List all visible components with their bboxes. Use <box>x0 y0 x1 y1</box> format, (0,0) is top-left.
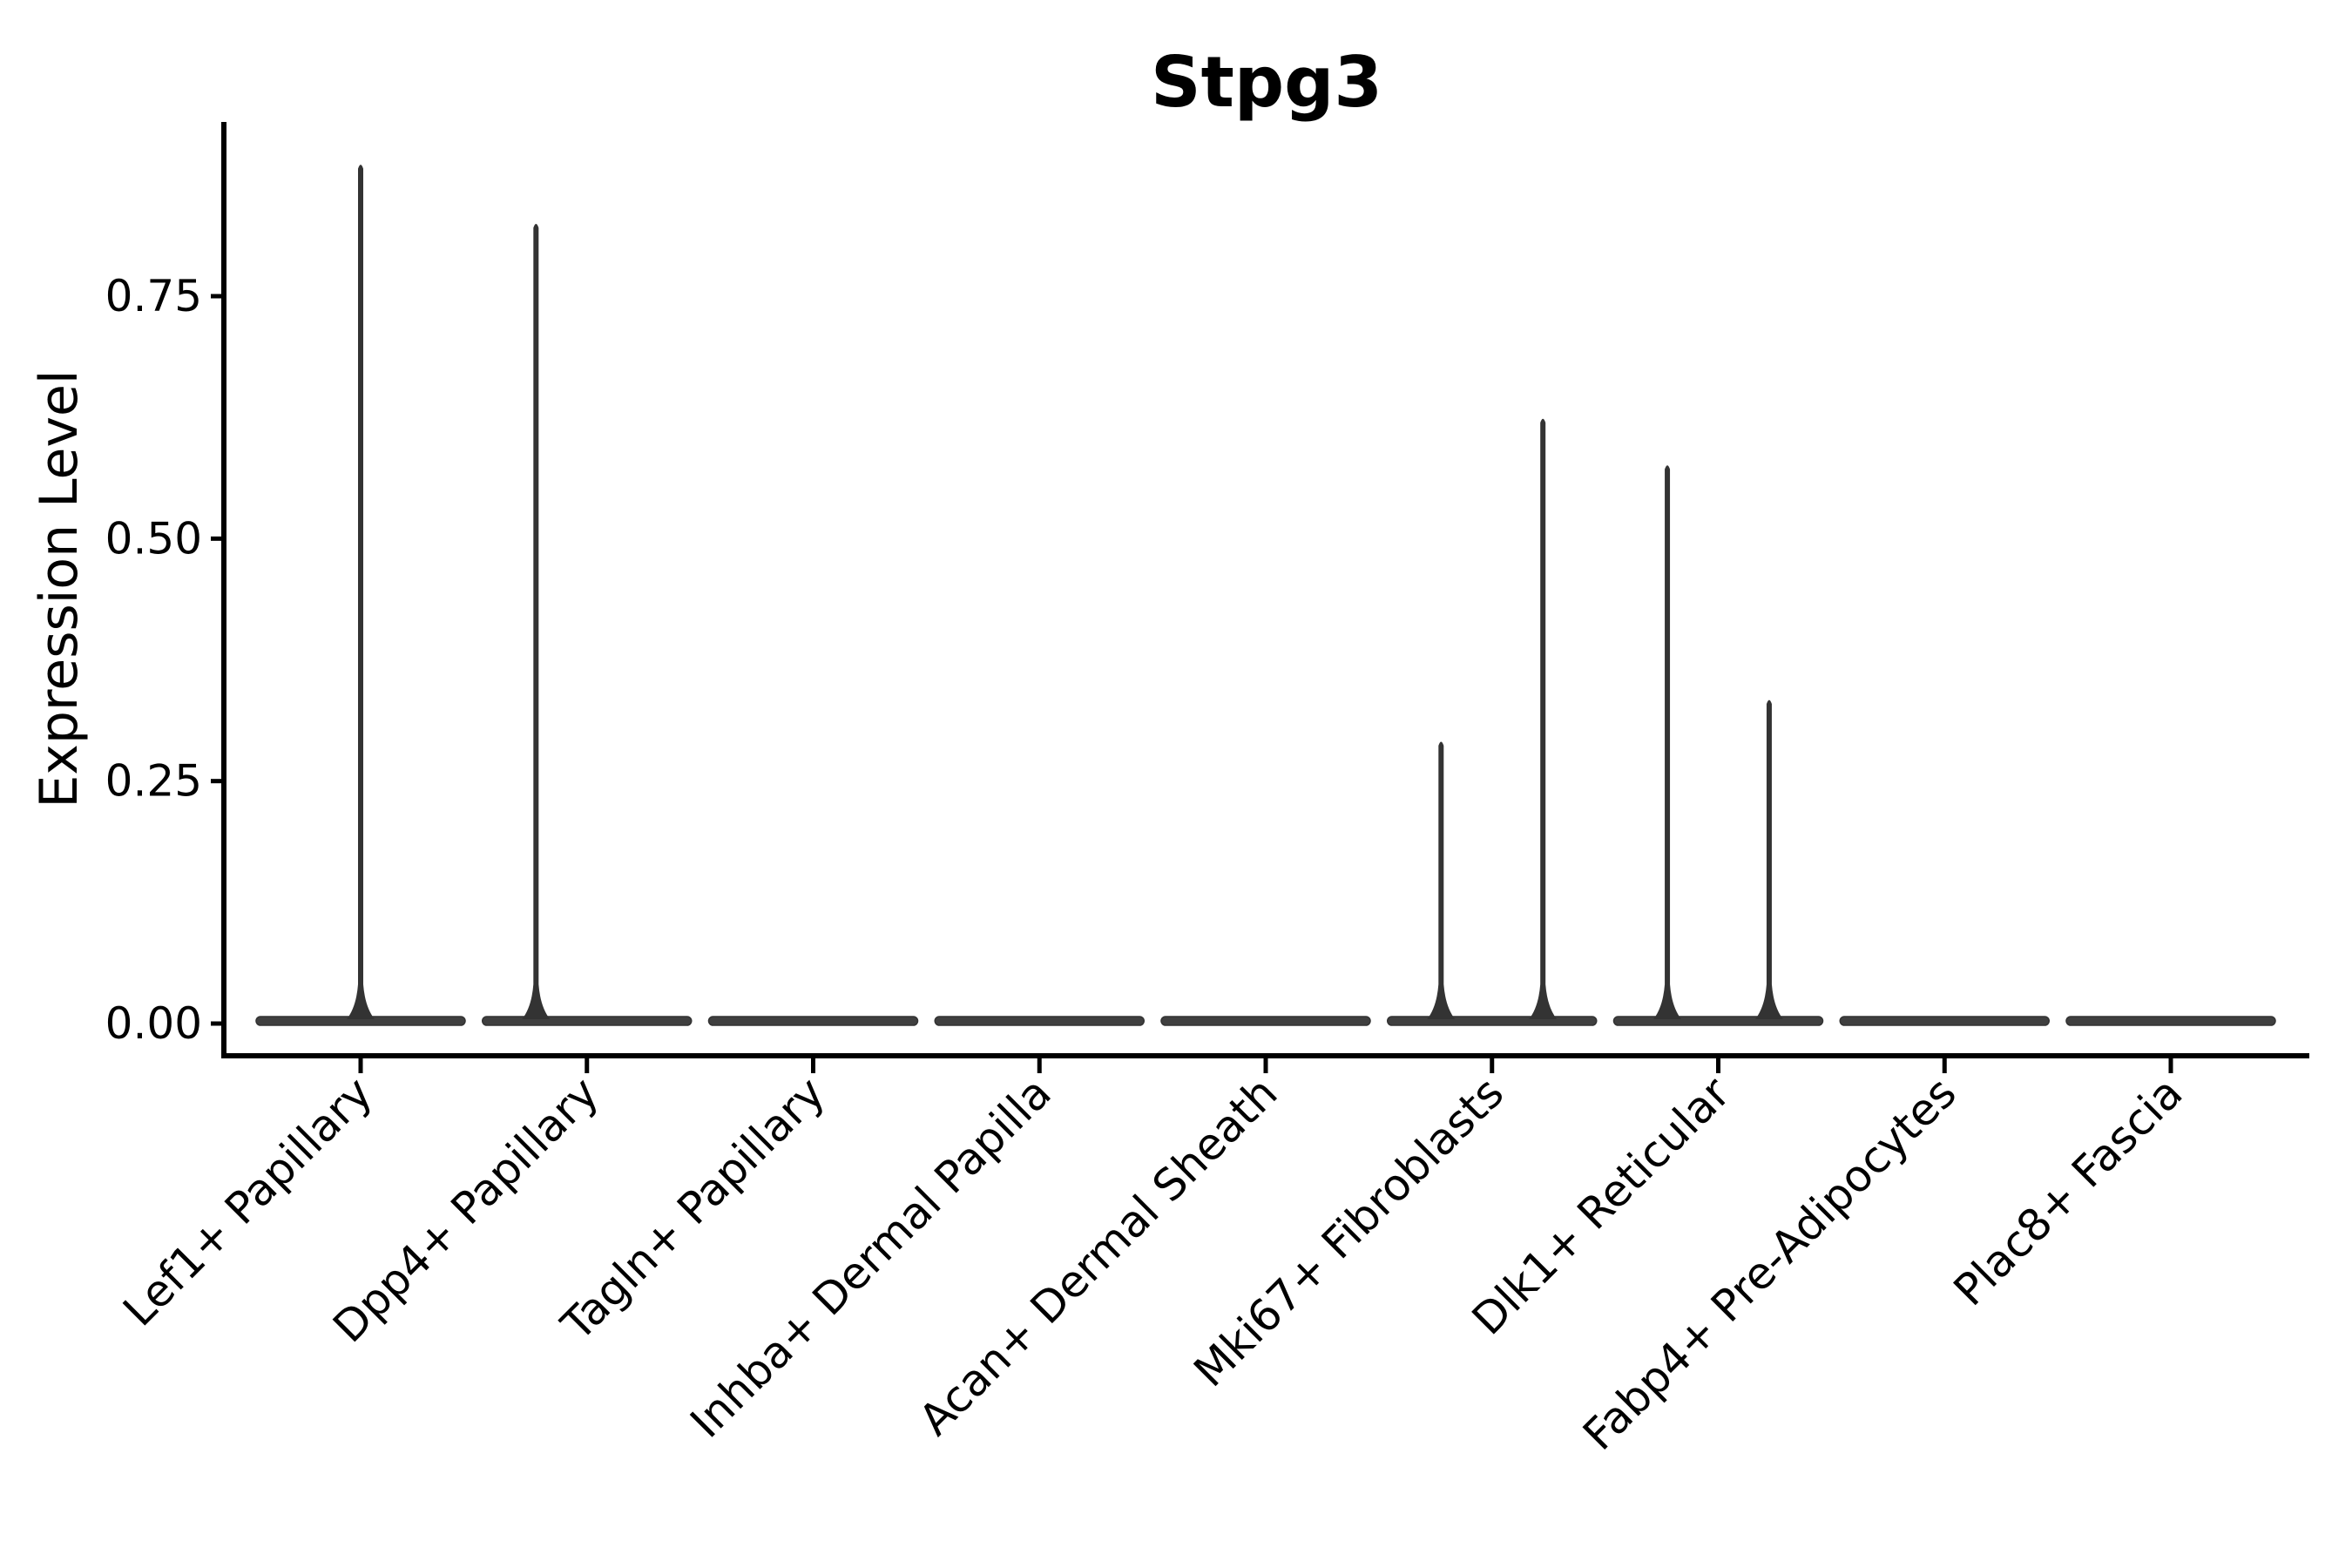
y-tick-label: 0.00 <box>105 998 202 1049</box>
violins-layer <box>255 165 2276 1026</box>
violin <box>1612 465 1824 1026</box>
violin <box>1387 418 1598 1026</box>
violin <box>1839 1016 2050 1026</box>
violin-body <box>934 1016 1145 1026</box>
violin-body <box>482 1016 693 1026</box>
violin <box>707 1016 919 1026</box>
violin <box>1160 1016 1371 1026</box>
violin-body <box>1387 1016 1598 1026</box>
x-tick-label: Inhba+ Dermal Papilla <box>680 1067 1060 1447</box>
x-tick-label: Lef1+ Papillary <box>113 1067 382 1335</box>
x-tick-label: Plac8+ Fascia <box>1944 1067 2193 1315</box>
violin-spike <box>1754 700 1783 1019</box>
x-tick-label: Fabp4+ Pre-Adipocytes <box>1573 1067 1966 1460</box>
violin-body <box>2065 1016 2276 1026</box>
y-axis-label: Expression Level <box>29 369 90 808</box>
violin <box>2065 1016 2276 1026</box>
violin <box>934 1016 1145 1026</box>
violin <box>255 165 466 1026</box>
y-tick-label: 0.25 <box>105 756 202 807</box>
violin-spike <box>1529 418 1558 1019</box>
x-tick-label: Acan+ Dermal Sheath <box>909 1067 1288 1445</box>
violin-spike <box>1427 741 1456 1019</box>
y-tick-label: 0.75 <box>105 271 202 321</box>
violin <box>482 224 693 1026</box>
violin-spike <box>522 224 551 1019</box>
violin-body <box>707 1016 919 1026</box>
violin-body <box>1612 1016 1824 1026</box>
violin-spike <box>347 165 375 1020</box>
violin-spike <box>1653 465 1682 1019</box>
plot-title: Stpg3 <box>1151 42 1382 123</box>
y-tick-label: 0.50 <box>105 513 202 564</box>
violin-body <box>1160 1016 1371 1026</box>
violin-body <box>1839 1016 2050 1026</box>
